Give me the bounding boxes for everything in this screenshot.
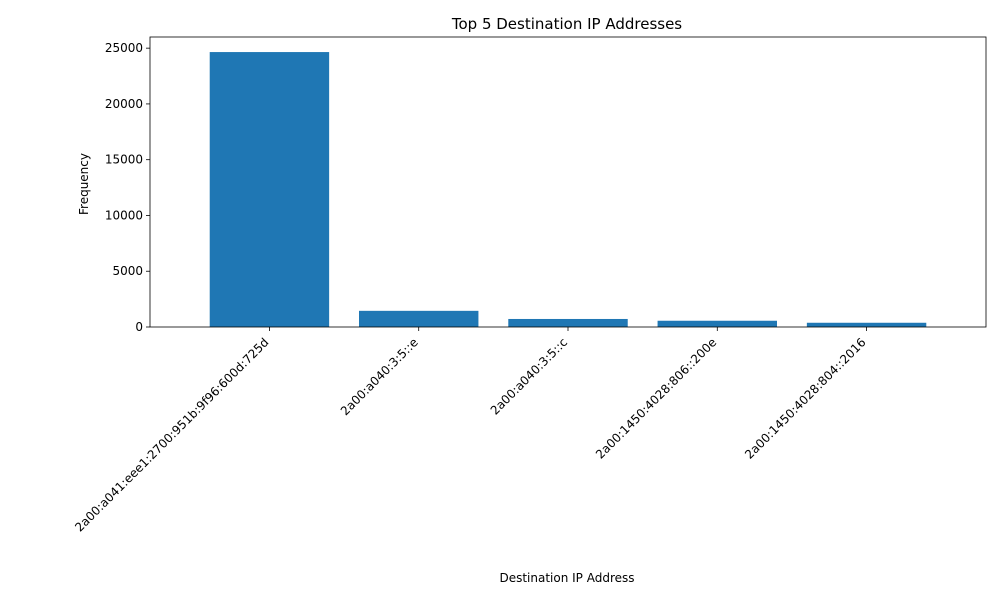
y-axis: 0 5000 10000 15000 20000 25000: [105, 41, 150, 334]
bar-4: [806, 322, 927, 327]
plot-frame: [149, 36, 987, 328]
y-tick-label-2: 10000: [105, 208, 143, 222]
y-tick-label-1: 5000: [112, 264, 143, 278]
bar-0: [209, 52, 330, 328]
x-tick-label-3: 2a00:1450:4028:806::200e: [593, 335, 719, 461]
x-tick-label-0: 2a00:a041:eee1:2700:951b:9f96:600d:725d: [72, 335, 271, 534]
y-tick-label-3: 15000: [105, 153, 143, 167]
x-tick-label-2: 2a00:a040:3:5::c: [488, 335, 570, 417]
x-axis-label: Destination IP Address: [499, 571, 634, 585]
y-axis-label: Frequency: [77, 153, 91, 215]
x-tick-label-4: 2a00:1450:4028:804::2016: [742, 335, 869, 462]
y-tick-label-0: 0: [135, 320, 143, 334]
bar-3: [657, 320, 777, 327]
bars-group: [209, 52, 927, 328]
x-axis: 2a00:a041:eee1:2700:951b:9f96:600d:725d 2…: [72, 327, 869, 535]
y-tick-label-5: 25000: [105, 41, 143, 55]
x-tick-label-1: 2a00:a040:3:5::e: [338, 335, 421, 418]
chart-title: Top 5 Destination IP Addresses: [451, 15, 682, 33]
y-tick-label-4: 20000: [105, 97, 143, 111]
bar-2: [508, 318, 628, 327]
bar-1: [359, 310, 479, 327]
